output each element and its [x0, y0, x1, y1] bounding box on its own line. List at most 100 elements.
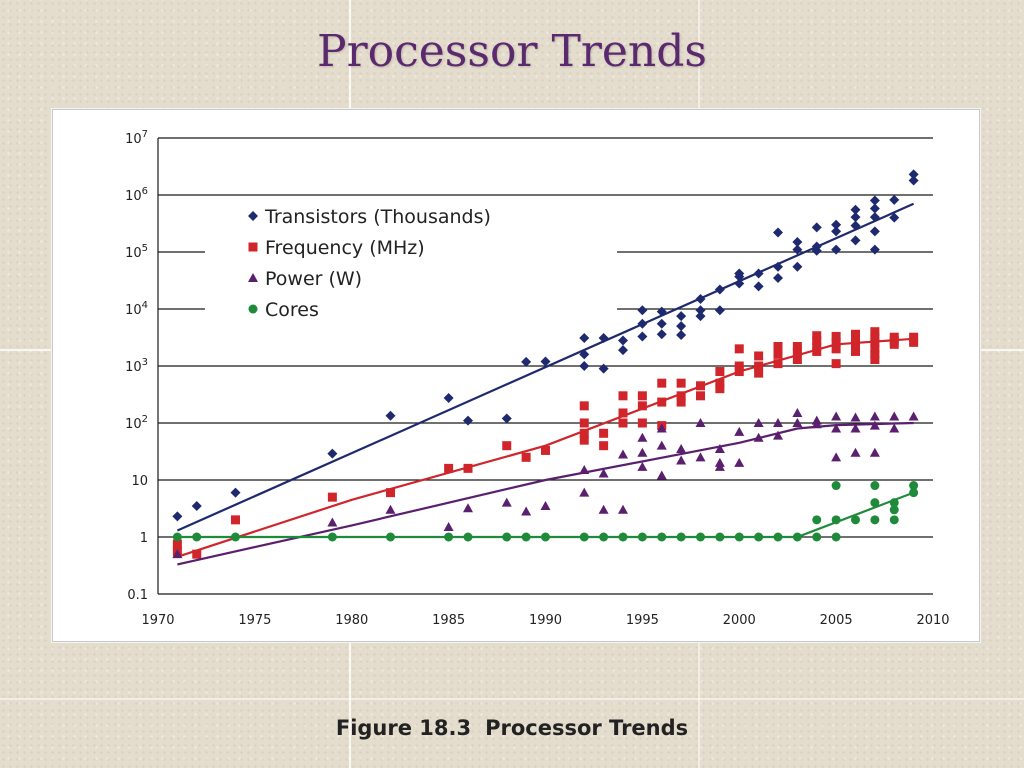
- data-point: [812, 336, 822, 346]
- x-tick-label: 2005: [820, 613, 853, 628]
- data-point: [676, 311, 687, 322]
- data-point: [792, 236, 803, 247]
- data-point: [831, 331, 841, 341]
- data-point: [598, 363, 609, 374]
- data-point: [734, 426, 745, 436]
- data-point: [870, 515, 880, 525]
- legend-item: Transistors (Thousands): [248, 206, 491, 228]
- data-point: [463, 415, 473, 426]
- legend-background: [205, 198, 617, 320]
- trend-line: [176, 202, 915, 532]
- data-point: [656, 329, 667, 340]
- data-point: [172, 549, 183, 559]
- data-point: [792, 418, 803, 427]
- data-point: [909, 488, 919, 498]
- data-point: [637, 418, 647, 428]
- data-point: [172, 532, 182, 542]
- data-point: [869, 411, 880, 421]
- data-point: [598, 504, 609, 514]
- data-point: [831, 452, 842, 462]
- data-point: [753, 418, 764, 427]
- data-point: [870, 332, 880, 342]
- data-point: [908, 169, 919, 180]
- data-point: [192, 549, 202, 559]
- data-point: [540, 500, 551, 510]
- data-point: [869, 447, 880, 457]
- data-point: [850, 235, 861, 246]
- data-point: [386, 488, 395, 498]
- data-point: [231, 515, 240, 525]
- data-point: [812, 515, 822, 525]
- data-point: [695, 418, 706, 427]
- data-point: [579, 435, 589, 445]
- data-point: [909, 337, 919, 347]
- y-tick-labels: 0.1 1 10 102 103 104 105 106 107: [125, 129, 148, 603]
- data-point: [851, 515, 860, 525]
- data-point: [714, 443, 725, 453]
- data-point: [714, 461, 725, 471]
- data-point: [831, 337, 841, 347]
- data-point: [695, 452, 706, 462]
- x-tick-label: 1990: [529, 613, 562, 628]
- x-tick-label: 1980: [335, 613, 368, 628]
- data-point: [715, 384, 725, 394]
- data-point: [521, 356, 532, 367]
- x-tick-label: 1970: [141, 613, 174, 628]
- y-tick-label: 104: [125, 300, 148, 318]
- trend-line: [177, 337, 914, 558]
- data-point: [831, 344, 841, 354]
- legend-item: Power (W): [248, 268, 362, 290]
- data-point: [831, 219, 842, 230]
- data-point: [851, 335, 860, 345]
- data-point: [618, 345, 628, 356]
- figure-caption: Figure 18.3 Processor Trends: [0, 716, 1024, 740]
- caption-label: Figure 18.3: [335, 716, 472, 740]
- data-point: [676, 329, 687, 340]
- data-point: [618, 449, 628, 459]
- data-point: [831, 481, 841, 491]
- x-tick-label: 2010: [916, 613, 949, 628]
- data-point: [831, 532, 841, 542]
- legend-marker: [248, 273, 258, 282]
- data-point: [870, 481, 880, 491]
- data-point: [850, 423, 861, 433]
- data-point: [812, 532, 822, 542]
- data-point: [676, 455, 687, 465]
- data-point: [870, 344, 880, 354]
- data-point: [579, 487, 590, 497]
- series-cores: [172, 481, 919, 542]
- data-point: [850, 212, 861, 223]
- data-point: [851, 339, 860, 349]
- legend-marker: [248, 304, 258, 314]
- data-point: [792, 407, 803, 417]
- data-point: [869, 203, 880, 214]
- data-point: [850, 412, 861, 422]
- data-point: [656, 470, 667, 480]
- data-point: [696, 391, 705, 401]
- data-point: [579, 332, 590, 343]
- data-point: [889, 339, 899, 349]
- x-tick-label: 1985: [432, 613, 465, 628]
- data-point: [850, 447, 861, 457]
- y-tick-label: 0.1: [127, 588, 148, 603]
- background-divider: [0, 698, 1024, 700]
- data-point: [598, 468, 609, 478]
- data-point: [502, 441, 512, 451]
- data-point: [637, 447, 648, 457]
- data-point: [909, 481, 919, 491]
- legend-item: Cores: [248, 299, 319, 321]
- data-point: [850, 204, 861, 215]
- data-point: [869, 195, 880, 206]
- data-point: [831, 244, 842, 255]
- data-point: [618, 408, 628, 418]
- data-point: [637, 305, 648, 316]
- data-point: [792, 346, 802, 356]
- data-point: [172, 539, 182, 549]
- legend-item: Frequency (MHz): [248, 237, 425, 259]
- y-tick-label: 107: [125, 129, 148, 147]
- data-point: [521, 452, 531, 462]
- data-point: [501, 497, 512, 507]
- data-point: [908, 175, 919, 186]
- x-tick-label: 1995: [626, 613, 659, 628]
- data-point: [676, 397, 686, 407]
